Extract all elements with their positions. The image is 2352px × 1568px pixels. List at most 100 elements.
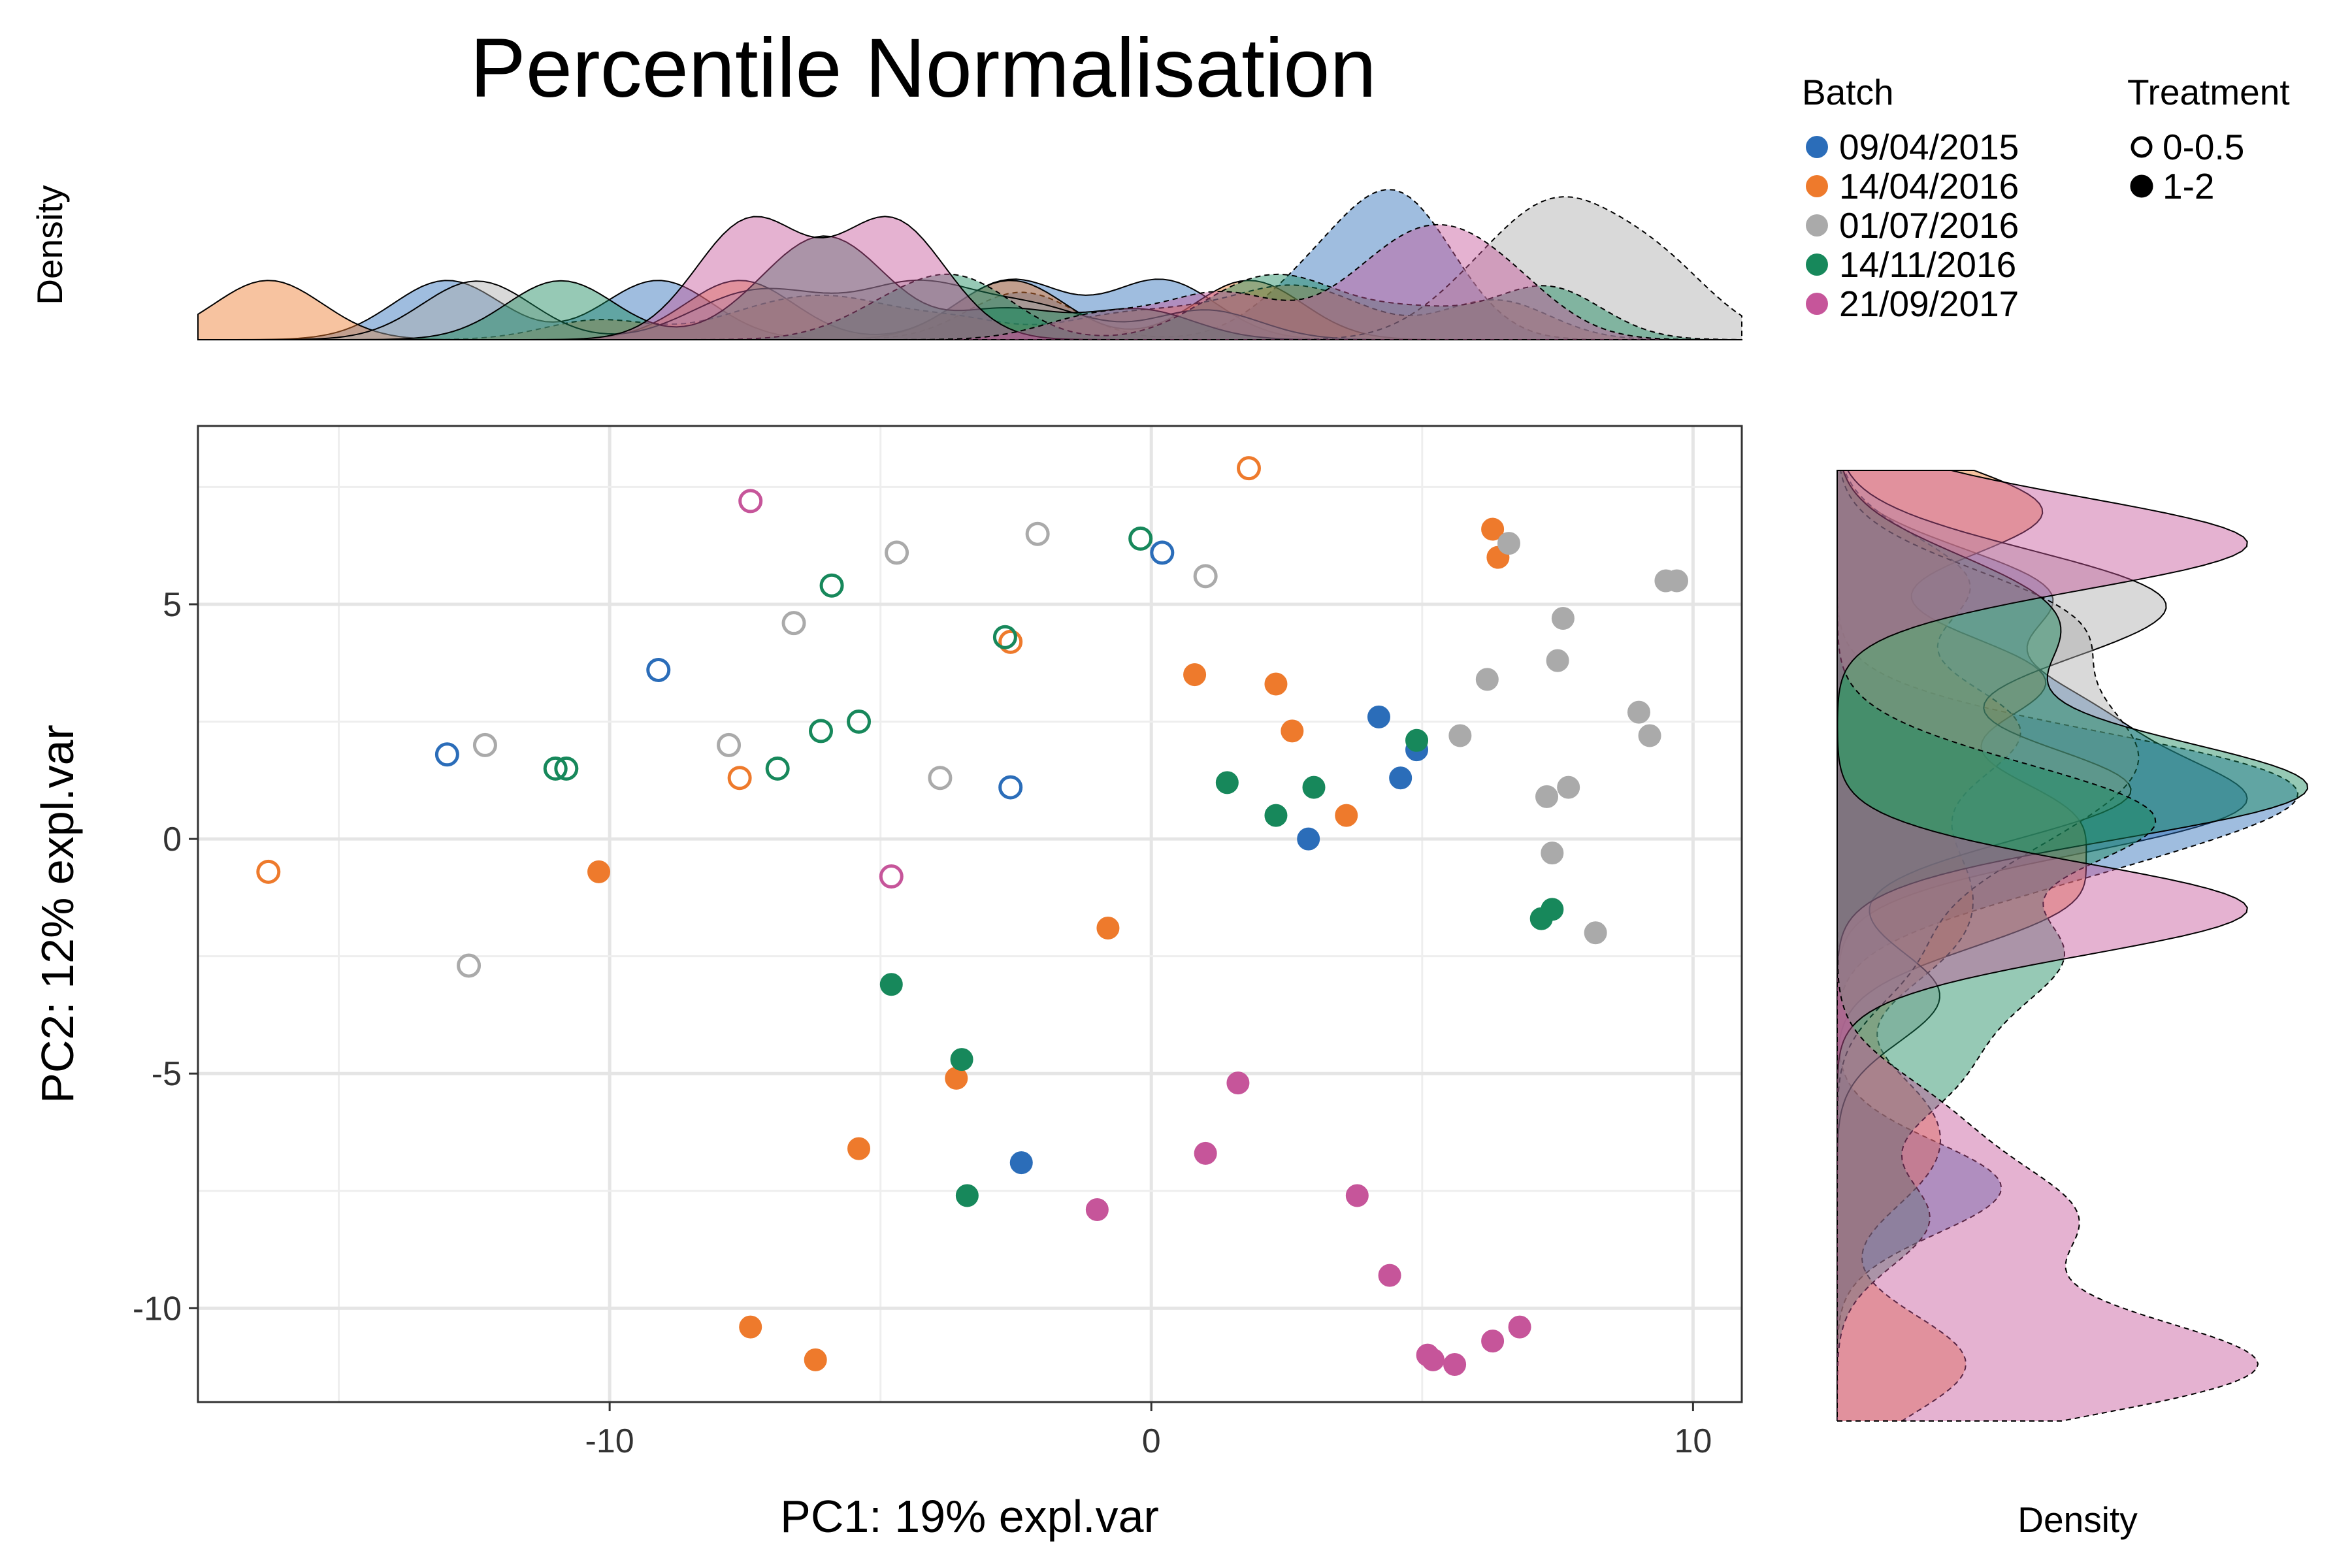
legend-batch-entries: 09/04/201514/04/201601/07/201614/11/2016… (1806, 127, 2019, 324)
plot-border (197, 425, 1743, 1403)
data-point (1541, 898, 1564, 921)
data-point (434, 742, 459, 767)
data-point (992, 625, 1017, 649)
data-point (847, 1137, 871, 1160)
data-point (1264, 672, 1288, 696)
data-point (998, 629, 1023, 654)
legend-treatment-entries: 0-0.51-2 (2130, 127, 2244, 206)
legend-treatment-label: 1-2 (2163, 166, 2215, 206)
y-tick-label: 0 (163, 821, 182, 858)
data-point (1541, 841, 1564, 865)
plot-panel (198, 426, 1742, 1402)
top-density-curve (198, 223, 1742, 340)
data-point (1584, 921, 1607, 945)
data-point (646, 658, 671, 682)
data-point (1150, 540, 1175, 565)
legend-batch-label: 21/09/2017 (1839, 284, 2019, 324)
data-point (1405, 728, 1429, 752)
data-point (1443, 1353, 1467, 1377)
data-point (1475, 668, 1499, 691)
data-point (1497, 532, 1520, 555)
data-point (955, 1184, 979, 1207)
top-density-label: Density (29, 185, 70, 305)
data-point (1302, 776, 1326, 799)
data-point (885, 540, 909, 565)
data-point (1183, 663, 1207, 687)
data-point (1535, 785, 1559, 808)
data-point (1194, 1141, 1217, 1165)
data-point (1226, 1071, 1250, 1095)
data-point (1085, 1198, 1109, 1222)
data-point (1557, 776, 1580, 799)
data-point (847, 710, 872, 734)
data-point (738, 489, 763, 514)
legend-batch-title: Batch (1802, 72, 1894, 112)
data-point (543, 756, 568, 781)
data-point (1367, 705, 1390, 728)
right-density-panel (1837, 470, 2309, 1422)
data-point (1665, 569, 1689, 593)
data-point (1448, 724, 1472, 747)
scatter-points (256, 456, 1689, 1377)
data-point (1481, 517, 1505, 541)
data-point (1236, 456, 1261, 481)
legend-batch-key (1806, 253, 1828, 276)
y-tick-label: -10 (133, 1290, 182, 1328)
data-point (1215, 771, 1239, 794)
legend-batch-label: 14/11/2016 (1839, 244, 2016, 285)
data-point (1378, 1264, 1401, 1287)
data-point (1421, 1348, 1445, 1371)
legend-treatment-key (2130, 174, 2153, 198)
data-point (1193, 564, 1218, 589)
x-tick-label: 0 (1142, 1422, 1161, 1460)
data-point (1297, 827, 1320, 851)
y-tick-label: -5 (152, 1055, 182, 1093)
legend-batch-key (1806, 175, 1828, 197)
right-density-curve (1837, 470, 2021, 1422)
x-axis-ticks: -10 0 10 (585, 1402, 1712, 1460)
data-point (1638, 724, 1661, 747)
x-tick-label: 10 (1674, 1422, 1712, 1460)
data-point (727, 766, 752, 791)
legend-batch-key (1806, 136, 1828, 158)
data-point (472, 732, 497, 757)
data-point (998, 775, 1023, 800)
data-point (1096, 917, 1120, 940)
data-point (256, 859, 281, 884)
data-point (1281, 719, 1304, 743)
data-point (879, 973, 903, 996)
legend-batch-key (1806, 214, 1828, 237)
data-point (765, 756, 790, 781)
data-point (819, 573, 844, 598)
data-point (1389, 766, 1413, 790)
data-point (1345, 1184, 1369, 1207)
data-point (1627, 700, 1650, 724)
legend: Batch 09/04/201514/04/201601/07/201614/1… (1802, 72, 2290, 324)
data-point (554, 756, 579, 781)
top-density-panel (197, 188, 1742, 340)
legend-treatment-title: Treatment (2127, 72, 2290, 112)
y-axis-ticks: 5 0 -5 -10 (133, 586, 198, 1328)
data-point (717, 732, 742, 757)
y-axis-title: PC2: 12% expl.var (32, 725, 83, 1103)
data-point (457, 953, 482, 978)
data-point (739, 1315, 762, 1339)
y-tick-label: 5 (163, 586, 182, 624)
right-density-curve (1837, 470, 2299, 1421)
data-point (1009, 1151, 1033, 1175)
data-point (587, 860, 611, 883)
legend-batch-label: 01/07/2016 (1839, 205, 2019, 246)
right-density-curve (1837, 470, 2259, 1422)
data-point (928, 766, 953, 791)
data-point (1481, 1330, 1505, 1353)
data-point (879, 864, 904, 889)
legend-batch-key (1806, 293, 1828, 315)
data-point (1335, 804, 1358, 827)
chart-title: Percentile Normalisation (470, 22, 1376, 115)
x-axis-title: PC1: 19% expl.var (780, 1491, 1159, 1542)
legend-batch-label: 14/04/2016 (1839, 166, 2019, 206)
right-density-label: Density (2017, 1499, 2138, 1540)
legend-treatment-key (2131, 136, 2153, 158)
data-point (781, 611, 806, 636)
